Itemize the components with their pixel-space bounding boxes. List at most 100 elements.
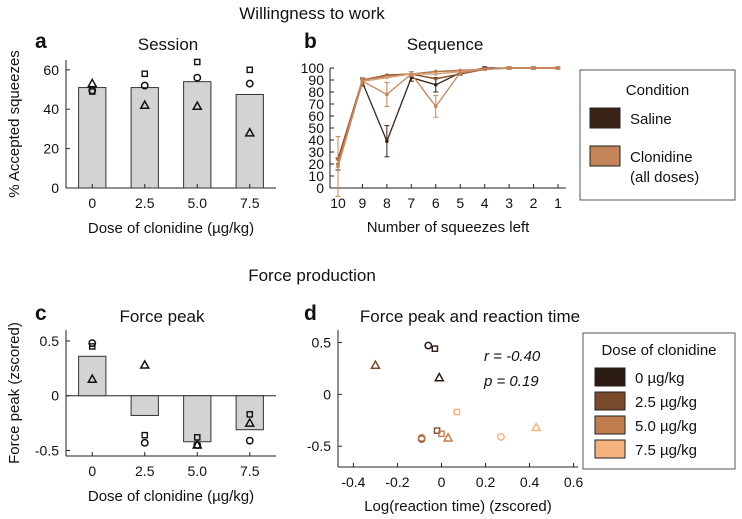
- panel-b-title: Sequence: [407, 35, 484, 54]
- y-tick-label: 0: [316, 180, 324, 196]
- bar-2.5: [130, 395, 159, 416]
- legend-label: 5.0 µg/kg: [635, 418, 697, 435]
- triangle-marker: [244, 127, 256, 137]
- x-tick-label: 3: [505, 195, 513, 211]
- stat-r: r = -0.40: [484, 348, 541, 365]
- legend-swatch: [594, 391, 626, 411]
- data-point: [458, 71, 463, 75]
- stat-p: p = 0.19: [483, 373, 539, 390]
- series-clonidine-all-doses-: [335, 66, 561, 197]
- scatter-point-triangle: [370, 359, 381, 370]
- panel-b-letter: b: [304, 30, 317, 53]
- legend-label: 7.5 µg/kg: [635, 442, 697, 459]
- scatter-point-triangle: [442, 432, 454, 442]
- circle-marker: [193, 73, 202, 82]
- series-line: [337, 67, 558, 165]
- panel-d-title: Force peak and reaction time: [360, 307, 580, 326]
- x-tick-label: -0.4: [341, 474, 365, 490]
- x-axis-label: Dose of clonidine (µg/kg): [88, 220, 254, 237]
- y-tick-label: 100: [301, 60, 325, 76]
- legend-box: [579, 69, 736, 201]
- data-point: [385, 75, 389, 80]
- panel-d-force-vs-rt: -0.5 0 0.5 -0.4 -0.2 0 0.2 0.4 0.6 r = -0.40 p = 0…: [307, 330, 736, 515]
- scatter-point-square: [453, 408, 461, 416]
- x-tick-label: 10: [330, 195, 346, 211]
- circle-marker: [140, 81, 149, 90]
- panel-c-force-peak: -0.5 0 0.5 0 2.5 5.0 7.5 Dose of clonidine (µg/…: [6, 322, 276, 505]
- x-tick-label: 5.0: [188, 463, 208, 479]
- x-tick-label: 0: [88, 463, 96, 479]
- triangle-marker: [191, 100, 203, 111]
- y-tick-label: 40: [43, 101, 59, 117]
- legend: Dose of clonidine 0 µg/kg 2.5 µg/kg 5.0 µg/…: [582, 332, 736, 470]
- y-tick-label: -0.5: [307, 438, 331, 454]
- x-tick-label: 0.2: [476, 474, 496, 490]
- series-saline: [335, 66, 561, 171]
- x-tick-label: 2.5: [135, 195, 155, 211]
- data-point: [433, 104, 438, 109]
- x-tick-label: 7.5: [240, 463, 260, 479]
- triangle-marker: [86, 373, 98, 384]
- panel-a-session: 0 20 40 60 0 2.5 5.0 7.5 Dose of clonidine (µg/k…: [6, 50, 276, 237]
- data-point: [433, 83, 438, 87]
- y-tick-label: 30: [308, 144, 324, 160]
- circle-marker: [245, 79, 254, 88]
- x-tick-label: 2.5: [135, 463, 155, 479]
- x-axis-label: Log(reaction time) (zscored): [364, 498, 552, 515]
- bar-5.0: [183, 81, 212, 189]
- y-axis-label: Force peak (zscored): [6, 322, 23, 464]
- x-axis-label: Dose of clonidine (µg/kg): [88, 488, 254, 505]
- square-marker: [246, 66, 254, 74]
- triangle-marker: [139, 359, 151, 369]
- scatter-point-circle: [424, 341, 433, 350]
- scatter-point-square: [438, 430, 445, 438]
- square-marker: [193, 58, 201, 66]
- legend: Condition Saline Clonidine (all doses): [579, 69, 736, 201]
- circle-marker: [245, 436, 254, 445]
- x-axis-label: Number of squeezes left: [367, 219, 530, 236]
- x-tick-label: 0.6: [564, 474, 584, 490]
- y-axis-label: % Accepted squeezes: [6, 50, 23, 198]
- data-point: [556, 66, 560, 70]
- panel-a-letter: a: [35, 30, 47, 53]
- triangle-marker: [244, 417, 256, 427]
- series-line: [337, 67, 558, 160]
- legend-title: Dose of clonidine: [601, 342, 716, 359]
- circle-marker: [193, 441, 202, 449]
- y-tick-label: 70: [308, 96, 324, 112]
- legend-label: Clonidine: [630, 149, 693, 166]
- x-tick-label: 0: [88, 195, 96, 211]
- x-tick-label: 9: [359, 195, 367, 211]
- y-tick-label: 0: [51, 388, 59, 404]
- legend-label: 2.5 µg/kg: [635, 394, 697, 411]
- scatter-point-triangle: [434, 371, 445, 382]
- data-point: [385, 92, 389, 97]
- section-title-force: Force production: [248, 266, 376, 285]
- data-point: [507, 66, 511, 70]
- square-marker: [88, 343, 96, 350]
- y-tick-label: 50: [308, 120, 324, 136]
- bar-7.5: [235, 395, 264, 431]
- panel-a-title: Session: [138, 35, 198, 54]
- data-point: [360, 79, 365, 83]
- legend-swatch: [594, 367, 626, 387]
- x-tick-label: 2: [530, 195, 538, 211]
- data-point: [482, 67, 487, 71]
- x-tick-label: 0: [438, 474, 446, 490]
- y-tick-label: 40: [308, 132, 324, 148]
- scatter-point-circle: [496, 432, 505, 441]
- y-tick-label: 60: [308, 108, 324, 124]
- circle-marker: [140, 438, 149, 447]
- x-tick-label: 4: [481, 195, 489, 211]
- x-tick-label: 1: [554, 195, 562, 211]
- y-tick-label: 80: [308, 84, 324, 100]
- triangle-marker: [139, 99, 151, 110]
- data-point: [433, 72, 438, 76]
- y-tick-label: 20: [308, 156, 324, 172]
- x-tick-label: 7: [407, 195, 415, 211]
- x-tick-label: 5: [456, 195, 464, 211]
- scatter-point-square: [431, 345, 439, 352]
- triangle-marker: [86, 77, 98, 88]
